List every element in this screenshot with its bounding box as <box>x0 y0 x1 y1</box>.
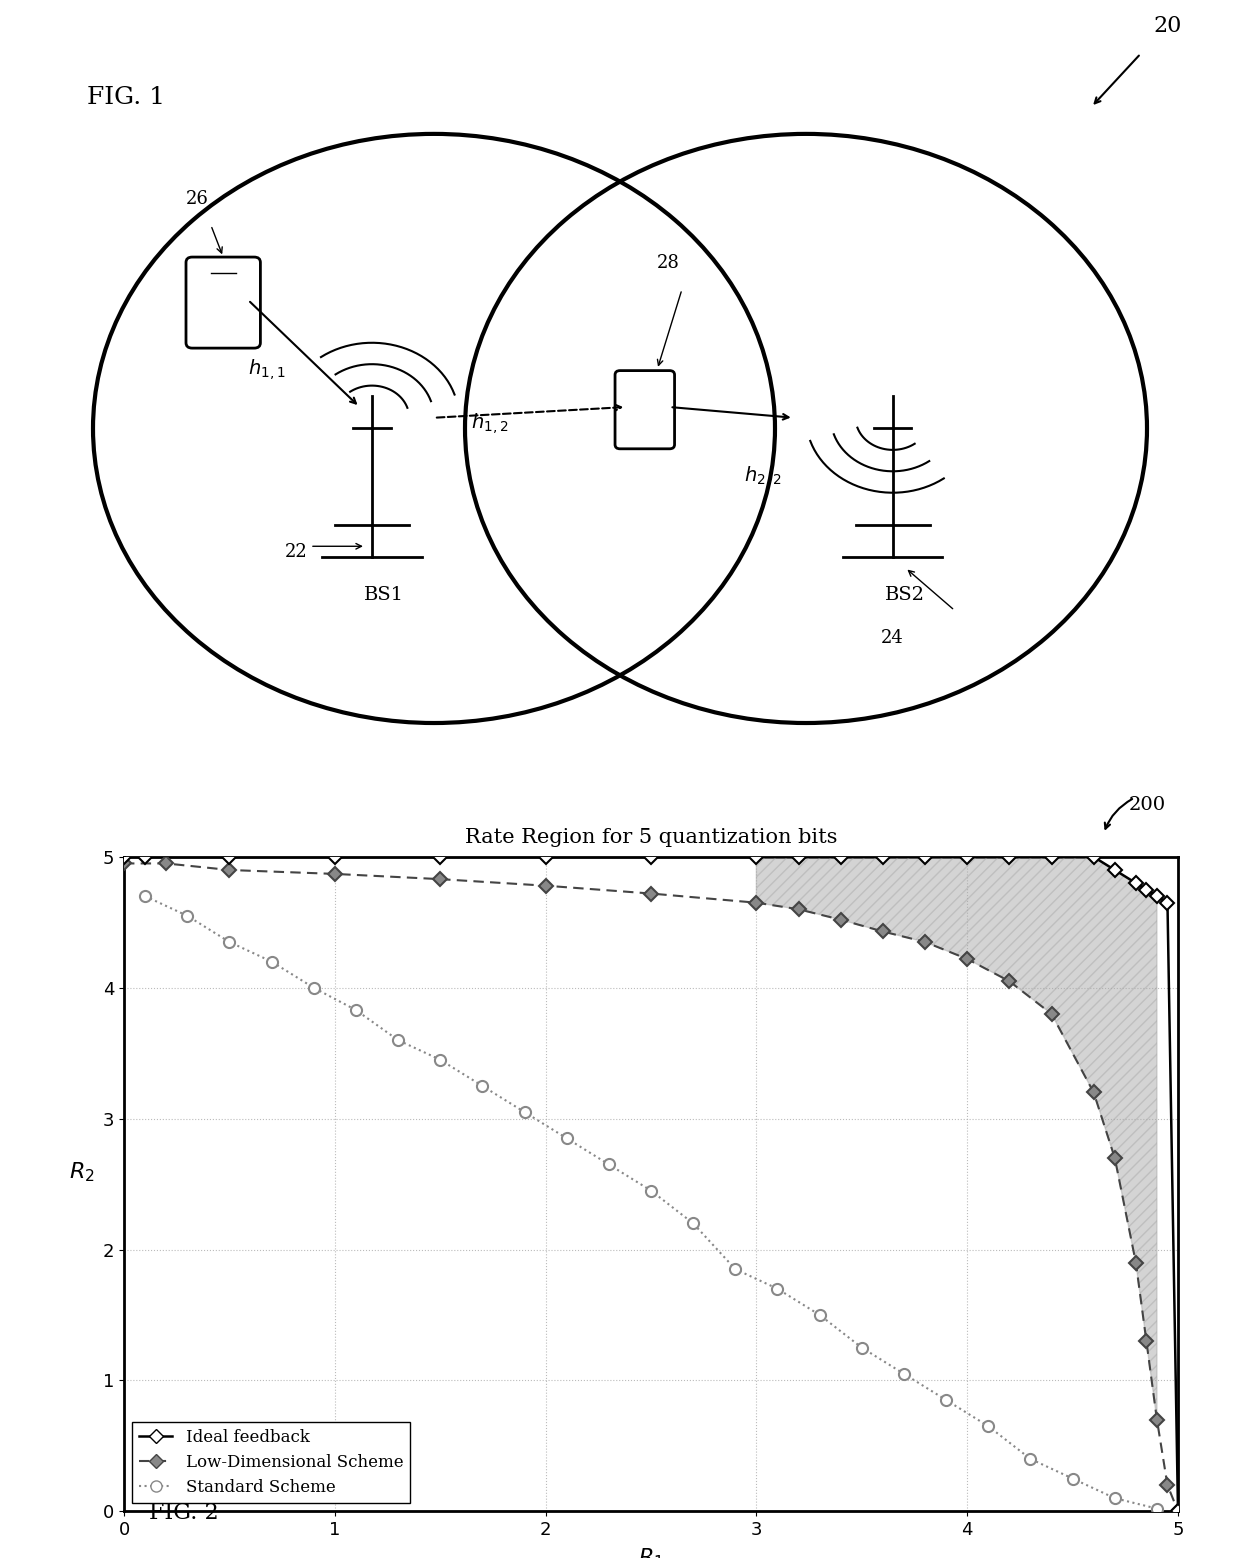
X-axis label: $R_1$: $R_1$ <box>639 1546 663 1558</box>
Text: 22: 22 <box>285 544 308 561</box>
Polygon shape <box>756 857 1157 1419</box>
Text: 24: 24 <box>880 629 903 647</box>
Legend: Ideal feedback, Low-Dimensional Scheme, Standard Scheme: Ideal feedback, Low-Dimensional Scheme, … <box>133 1422 410 1503</box>
Text: 28: 28 <box>657 254 680 271</box>
FancyBboxPatch shape <box>615 371 675 449</box>
Text: FIG. 2: FIG. 2 <box>149 1502 218 1524</box>
Text: $h_{2,2}$: $h_{2,2}$ <box>744 464 781 489</box>
Text: 20: 20 <box>1153 16 1182 37</box>
Text: BS1: BS1 <box>365 586 404 605</box>
Text: $h_{1,1}$: $h_{1,1}$ <box>248 357 285 382</box>
Text: BS2: BS2 <box>885 586 925 605</box>
Y-axis label: $R_2$: $R_2$ <box>69 1161 94 1184</box>
Text: 26: 26 <box>186 190 208 207</box>
Text: 200: 200 <box>1128 796 1166 815</box>
Text: $h_{1,2}$: $h_{1,2}$ <box>471 411 508 436</box>
Title: Rate Region for 5 quantization bits: Rate Region for 5 quantization bits <box>465 827 837 848</box>
Text: FIG. 1: FIG. 1 <box>87 86 165 109</box>
FancyBboxPatch shape <box>186 257 260 347</box>
